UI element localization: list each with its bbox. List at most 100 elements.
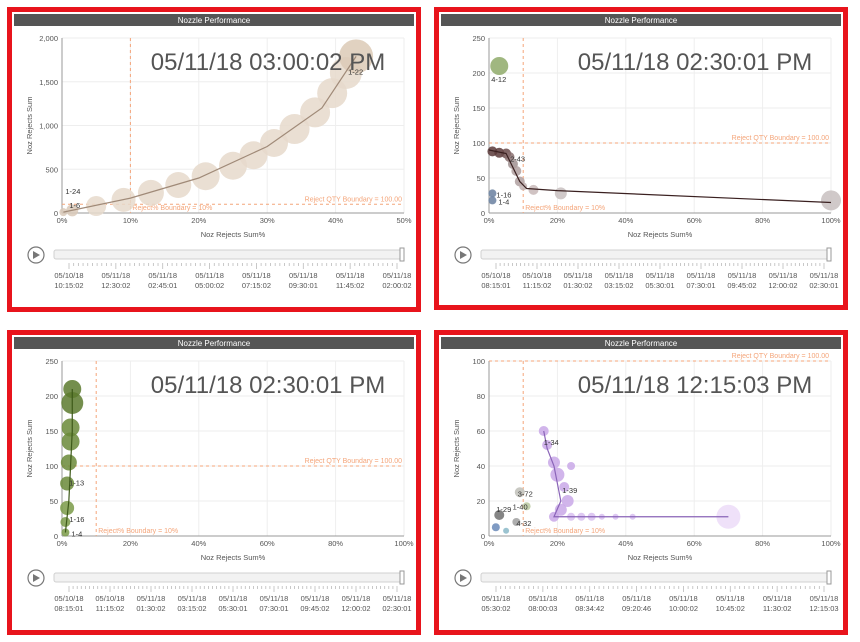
chart-title: Nozzle Performance <box>178 16 251 25</box>
point-label: 1-39 <box>562 486 577 495</box>
x-tick-label: 20% <box>123 539 138 548</box>
data-bubble[interactable] <box>137 179 164 206</box>
x-tick-label: 80% <box>755 216 770 225</box>
data-bubble[interactable] <box>512 518 521 526</box>
timeline-time-label: 03:15:02 <box>177 604 206 613</box>
data-bubble[interactable] <box>59 208 68 217</box>
data-bubble[interactable] <box>260 129 289 157</box>
y-axis-label: Noz Rejects Sum <box>25 97 34 155</box>
timeline-date-label: 05/11/18 <box>810 594 839 603</box>
x-tick-label: 40% <box>328 216 343 225</box>
chart-panel-bottom-left: Nozzle Performance 0% 20% 40% 60% 80% 100% 0 50 1… <box>7 330 421 635</box>
timeline-time-label: 07:15:02 <box>242 281 271 290</box>
data-bubble[interactable] <box>191 162 220 191</box>
play-icon[interactable] <box>460 251 467 259</box>
title-bar <box>14 337 414 349</box>
point-label: 1-4 <box>498 197 509 206</box>
x-tick-label: 40% <box>618 539 633 548</box>
point-label: 1-34 <box>544 438 559 447</box>
y-tick-label: 0 <box>481 209 485 218</box>
x-tick-label: 0% <box>484 539 495 548</box>
data-bubble[interactable] <box>61 418 80 437</box>
trail-line <box>64 389 73 533</box>
data-bubble[interactable] <box>491 523 500 532</box>
timeline-date-label: 05/11/18 <box>716 594 745 603</box>
data-bubble[interactable] <box>567 462 576 470</box>
y-axis-label: Noz Rejects Sum <box>452 420 461 478</box>
slider-handle[interactable] <box>399 247 405 262</box>
data-bubble[interactable] <box>561 495 574 507</box>
data-bubble[interactable] <box>488 189 497 198</box>
point-label: 1-22 <box>348 67 363 76</box>
timeline-date-label: 05/11/18 <box>342 594 371 603</box>
timeline-date-label: 05/11/18 <box>646 271 675 280</box>
timestamp-label: 05/11/18 02:30:01 PM <box>151 372 385 399</box>
timeline-date-label: 05/11/18 <box>195 271 224 280</box>
qty-boundary-label: Reject QTY Boundary = 100.00 <box>305 458 402 465</box>
timeline-date-label: 05/11/18 <box>810 271 839 280</box>
timeline-date-label: 05/11/18 <box>336 271 365 280</box>
y-tick-label: 200 <box>45 392 58 401</box>
timeline-time-label: 08:34:42 <box>575 604 604 613</box>
point-label: 1-6 <box>69 201 80 210</box>
data-bubble[interactable] <box>821 190 841 211</box>
data-bubble[interactable] <box>165 172 192 198</box>
data-bubble[interactable] <box>494 510 505 520</box>
y-tick-label: 20 <box>477 497 485 506</box>
data-bubble[interactable] <box>716 504 741 529</box>
data-bubble[interactable] <box>514 487 525 498</box>
x-tick-label: 40% <box>191 539 206 548</box>
pct-boundary-label: Reject% Boundary = 10% <box>525 528 605 535</box>
slider-handle[interactable] <box>399 570 405 585</box>
timeline-time-label: 12:15:03 <box>809 604 838 613</box>
data-bubble[interactable] <box>60 454 77 471</box>
data-bubble[interactable] <box>503 527 510 534</box>
point-label: 4-32 <box>516 519 531 528</box>
play-icon[interactable] <box>460 574 467 582</box>
data-bubble[interactable] <box>239 141 268 170</box>
timeline-slider[interactable] <box>53 572 405 583</box>
qty-boundary-label: Reject QTY Boundary = 100.00 <box>732 353 829 360</box>
data-bubble[interactable] <box>60 476 75 491</box>
timeline-time-label: 01:30:02 <box>563 281 592 290</box>
x-tick-label: 20% <box>191 216 206 225</box>
timeline-date-label: 05/11/18 <box>260 594 289 603</box>
timeline-date-label: 05/11/18 <box>564 271 593 280</box>
timeline-time-label: 08:15:01 <box>481 281 510 290</box>
x-axis-label: Noz Rejects Sum% <box>628 553 693 562</box>
data-bubble[interactable] <box>542 440 553 450</box>
data-bubble[interactable] <box>528 184 539 195</box>
play-icon[interactable] <box>33 574 40 582</box>
timeline-slider[interactable] <box>480 572 832 583</box>
x-tick-label: 60% <box>260 539 275 548</box>
x-tick-label: 80% <box>328 539 343 548</box>
slider-handle[interactable] <box>826 570 832 585</box>
y-tick-label: 2,000 <box>39 34 58 43</box>
point-label: 1-16 <box>496 190 511 199</box>
data-bubble[interactable] <box>550 467 565 482</box>
x-axis-label: Noz Rejects Sum% <box>628 230 693 239</box>
slider-handle[interactable] <box>826 247 832 262</box>
data-bubble[interactable] <box>522 502 531 511</box>
data-bubble[interactable] <box>490 57 509 75</box>
x-tick-label: 20% <box>550 539 565 548</box>
data-bubble[interactable] <box>61 432 80 451</box>
chart-svg-1: Nozzle Performance 0% 20% 40% 60% 80% 100% 0 50 1… <box>441 14 841 290</box>
data-bubble[interactable] <box>86 196 107 216</box>
data-bubble[interactable] <box>488 196 497 205</box>
timeline-date-label: 05/11/18 <box>763 594 792 603</box>
timeline-slider[interactable] <box>480 249 832 260</box>
data-bubble[interactable] <box>538 426 549 436</box>
timeline-date-label: 05/11/18 <box>242 271 271 280</box>
chart-svg-3: Nozzle Performance 0% 20% 40% 60% 80% 100% 0 20 4… <box>441 337 841 613</box>
y-tick-label: 200 <box>472 69 485 78</box>
data-bubble[interactable] <box>559 482 570 492</box>
timeline-time-label: 02:30:01 <box>382 604 411 613</box>
data-bubble[interactable] <box>554 187 567 200</box>
data-bubble[interactable] <box>60 501 75 515</box>
play-icon[interactable] <box>33 251 40 259</box>
data-bubble[interactable] <box>519 182 528 191</box>
data-bubble[interactable] <box>60 517 71 527</box>
timeline-slider[interactable] <box>53 249 405 260</box>
chart-title: Nozzle Performance <box>605 16 678 25</box>
